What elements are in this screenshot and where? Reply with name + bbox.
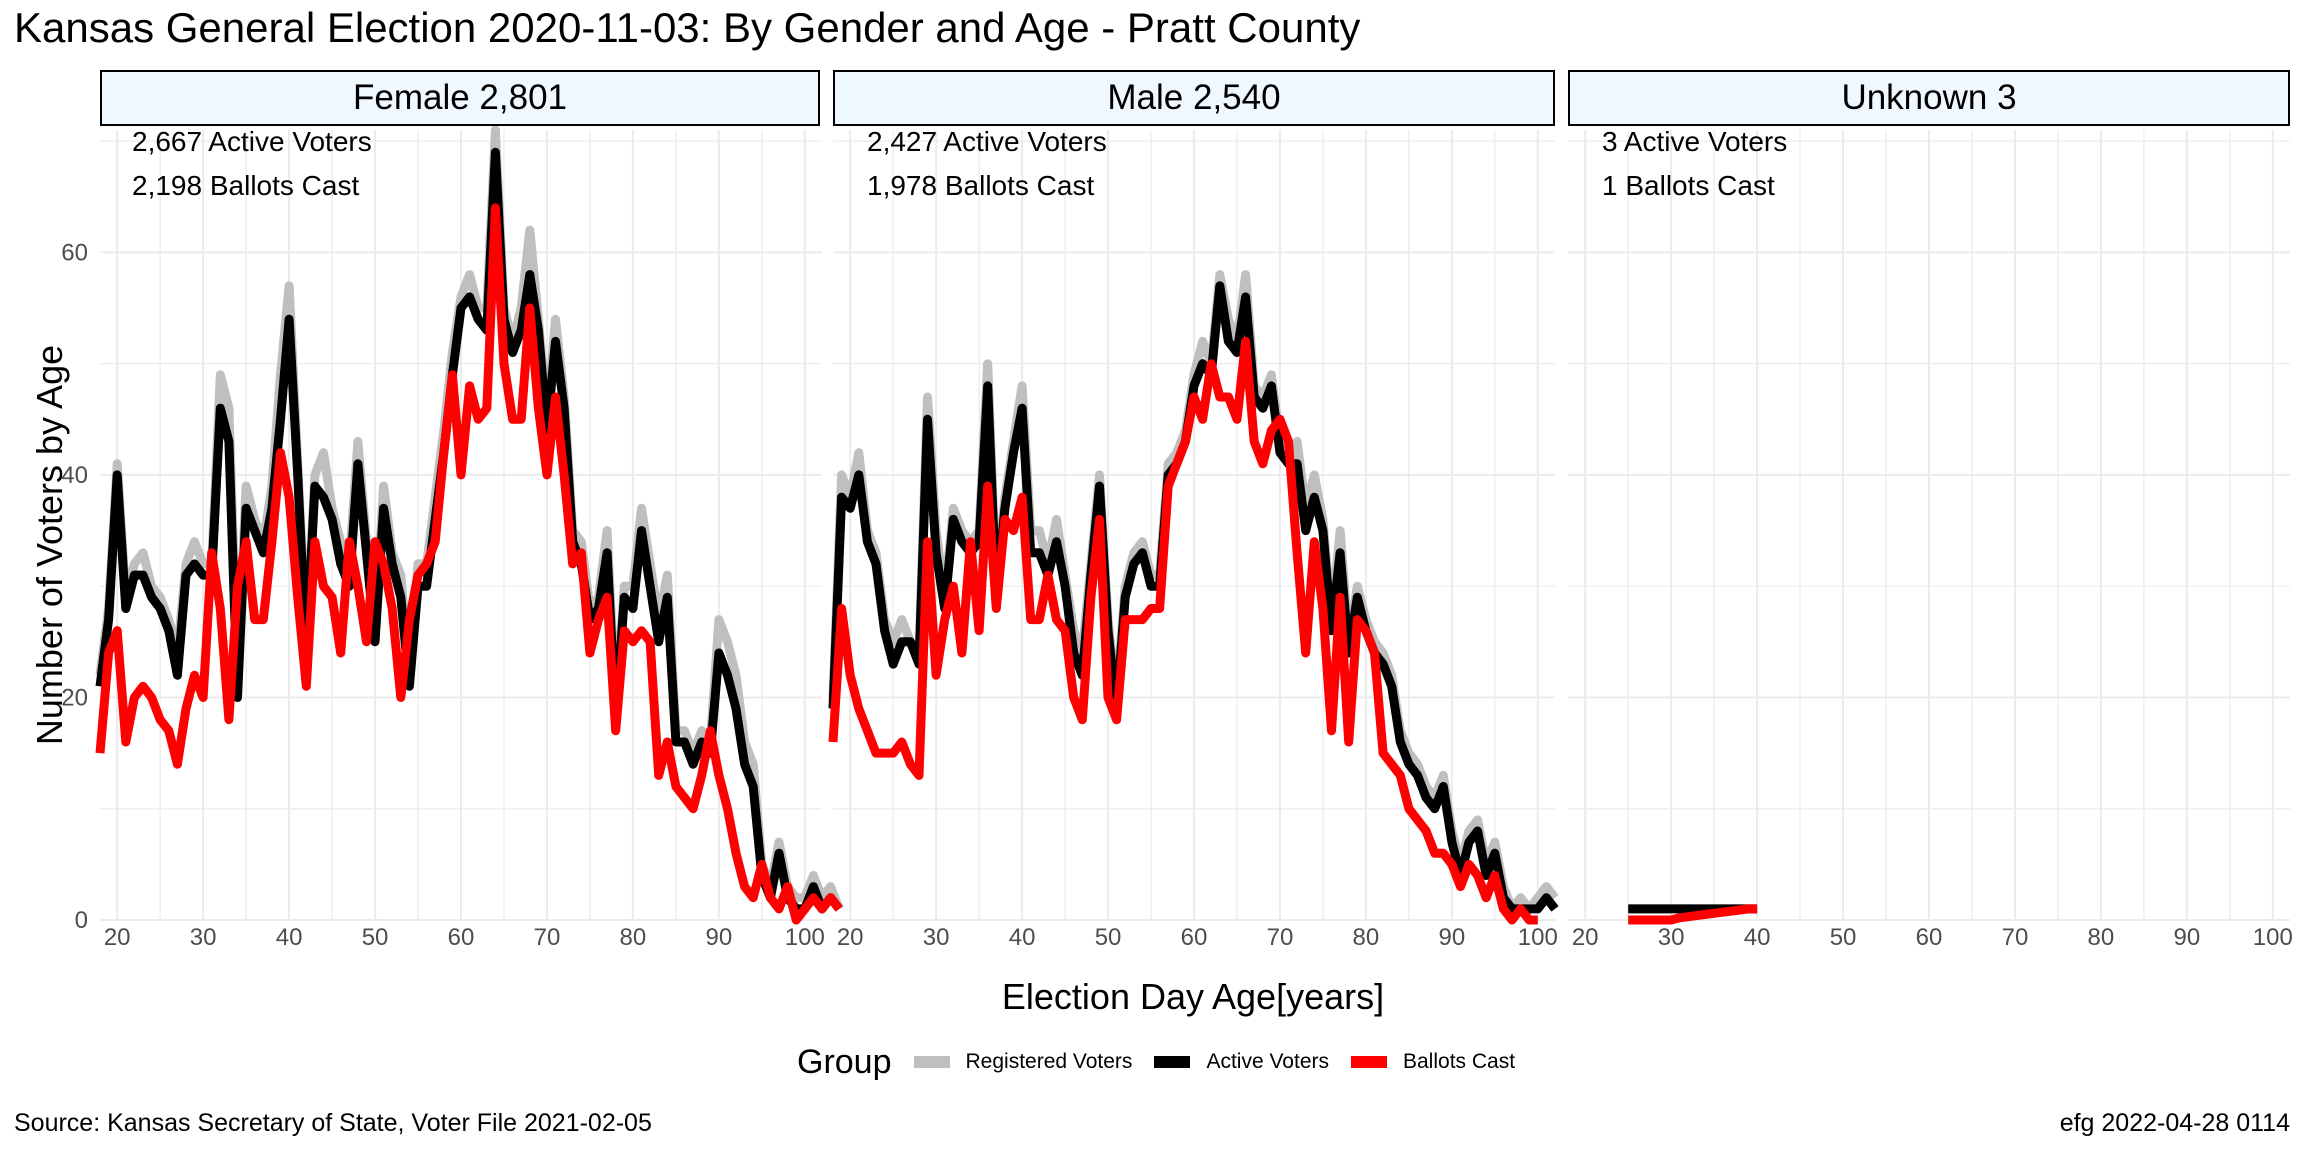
y-tick-label: 60	[61, 239, 88, 266]
x-tick-label: 100	[1518, 924, 1558, 951]
x-axis-label: Election Day Age[years]	[1001, 976, 1385, 1017]
y-tick-label: 20	[61, 684, 88, 711]
x-tick-label: 40	[1009, 924, 1036, 951]
annotation-ballots-male: 1,978 Ballots Cast	[867, 170, 1095, 201]
chart-title: Kansas General Election 2020-11-03: By G…	[14, 4, 1361, 51]
annotation-active-male: 2,427 Active Voters	[867, 126, 1107, 157]
series-line-active-voters	[828, 281, 1559, 914]
panel-strip-male: Male 2,540	[833, 70, 1555, 126]
x-tick-label: 40	[1744, 924, 1771, 951]
panel-strip-female: Female 2,801	[100, 70, 820, 126]
legend-label-ballots: Ballots Cast	[1403, 1050, 1516, 1073]
legend-title: Group	[797, 1042, 892, 1081]
annotation-active-female: 2,667 Active Voters	[132, 126, 372, 157]
x-tick-label: 20	[837, 924, 864, 951]
legend: Group Registered Voters Active Voters Ba…	[797, 1040, 1537, 1084]
legend-item-registered: Registered Voters	[913, 1050, 1133, 1074]
x-tick-label: 50	[1830, 924, 1857, 951]
y-tick-label: 0	[75, 907, 88, 934]
caption-credit: efg 2022-04-28 0114	[2059, 1109, 2290, 1137]
caption-source: Source: Kansas Secretary of State, Voter…	[14, 1109, 652, 1137]
annotation-ballots-female: 2,198 Ballots Cast	[132, 170, 360, 201]
legend-item-ballots: Ballots Cast	[1351, 1050, 1515, 1074]
x-tick-label: 50	[362, 924, 389, 951]
x-tick-label: 90	[706, 924, 733, 951]
x-tick-label: 30	[923, 924, 950, 951]
x-tick-label: 90	[1439, 924, 1466, 951]
x-tick-label: 100	[2253, 924, 2293, 951]
x-tick-label: 90	[2174, 924, 2201, 951]
series-line-ballots-cast	[1628, 904, 1758, 925]
legend-key-active	[1154, 1056, 1191, 1068]
legend-key-ballots	[1351, 1056, 1387, 1068]
x-tick-label: 20	[104, 924, 131, 951]
series-line-ballots-cast	[828, 336, 1538, 925]
annotation-ballots-unknown: 1 Ballots Cast	[1602, 170, 1775, 201]
x-tick-label: 70	[1267, 924, 1294, 951]
x-tick-label: 20	[1572, 924, 1599, 951]
x-tick-label: 80	[620, 924, 647, 951]
x-tick-label: 70	[2002, 924, 2029, 951]
legend-key-registered	[913, 1056, 950, 1068]
legend-label-active: Active Voters	[1206, 1050, 1329, 1073]
legend-label-registered: Registered Voters	[965, 1050, 1133, 1073]
y-tick-label: 40	[61, 462, 88, 489]
x-tick-label: 60	[448, 924, 475, 951]
y-axis-label: Number of Voters by Age	[29, 344, 70, 746]
series-line-ballots-cast	[95, 203, 843, 925]
x-tick-label: 30	[190, 924, 217, 951]
x-tick-label: 80	[1353, 924, 1380, 951]
x-tick-label: 60	[1181, 924, 1208, 951]
x-tick-label: 30	[1658, 924, 1685, 951]
x-tick-label: 60	[1916, 924, 1943, 951]
panel-strip-unknown: Unknown 3	[1568, 70, 2290, 126]
annotation-active-unknown: 3 Active Voters	[1602, 126, 1788, 157]
x-tick-label: 70	[534, 924, 561, 951]
x-tick-label: 50	[1095, 924, 1122, 951]
x-tick-label: 40	[276, 924, 303, 951]
x-tick-label: 80	[2088, 924, 2115, 951]
legend-item-active: Active Voters	[1154, 1050, 1329, 1074]
series-line-active-voters	[95, 147, 843, 914]
x-tick-label: 100	[785, 924, 825, 951]
